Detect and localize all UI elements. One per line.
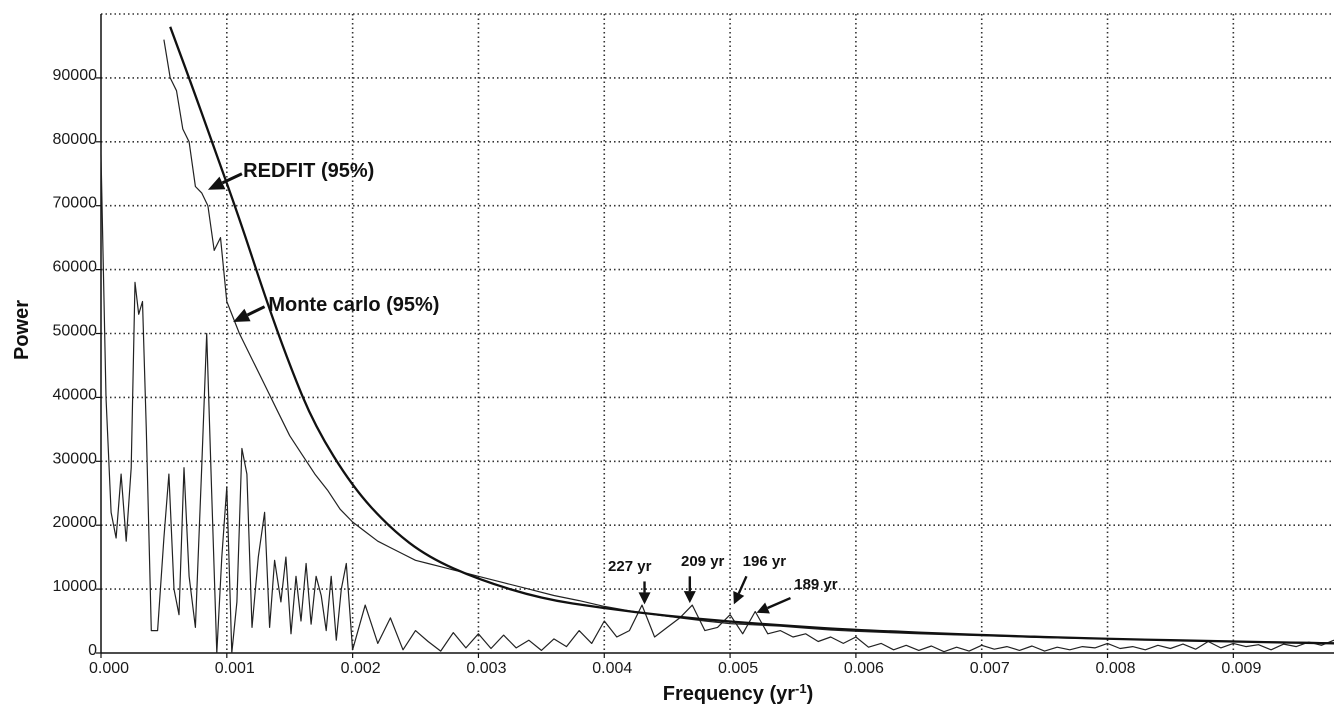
- x-tick-label: 0.007: [970, 660, 1010, 677]
- y-tick-label: 40000: [53, 386, 98, 403]
- redfit-curve: [169, 26, 1334, 645]
- annotation-arrow-monte_carlo: [246, 305, 266, 317]
- x-tick-label: 0.004: [592, 660, 632, 677]
- x-axis-label: Frequency (yr-1): [663, 681, 814, 705]
- annotation-arrowhead-monte_carlo: [233, 308, 251, 322]
- annotation-label-monte_carlo: Monte carlo (95%): [268, 294, 439, 316]
- annotation-label-p209: 209 yr: [681, 553, 725, 570]
- y-tick-label: 80000: [53, 131, 98, 148]
- y-tick-label: 50000: [53, 323, 98, 340]
- annotation-label-p189: 189 yr: [794, 576, 838, 593]
- annotation-arrowhead-p209: [683, 591, 696, 604]
- annotation-label-p196: 196 yr: [743, 553, 787, 570]
- annotations: REDFIT (95%) Monte carlo (95%) 227 yr 209 y…: [207, 160, 838, 614]
- y-tick-label: 0: [88, 642, 97, 659]
- x-tick-label: 0.009: [1221, 660, 1261, 677]
- annotation-arrowhead-p189: [756, 602, 770, 614]
- series-lines: [100, 26, 1334, 654]
- spectrum-line: [100, 154, 1334, 654]
- x-axis-label-superscript: -1: [795, 681, 807, 696]
- annotation-arrow-p189: [767, 596, 791, 610]
- x-tick-label: 0.006: [844, 660, 884, 677]
- y-tick-label: 70000: [53, 195, 98, 212]
- monte_carlo-line: [163, 39, 1334, 644]
- annotation-label-p227: 227 yr: [608, 558, 652, 575]
- y-tick-label: 20000: [53, 514, 98, 531]
- y-tick-label: 90000: [53, 67, 98, 84]
- x-tick-label: 0.000: [89, 660, 129, 677]
- annotation-arrowhead-p227: [638, 592, 651, 605]
- grid-lines: [101, 13, 1334, 653]
- axes: [96, 14, 1334, 658]
- x-tick-label: 0.002: [341, 660, 381, 677]
- tick-labels: 0.000 0.001 0.002 0.003 0.004 0.005 0.006 0.007…: [53, 67, 1262, 677]
- annotation-label-redfit: REDFIT (95%): [243, 160, 374, 182]
- annotation-arrow-p196: [737, 575, 748, 594]
- x-tick-label: 0.008: [1096, 660, 1136, 677]
- y-axis-label: Power: [11, 300, 33, 360]
- annotation-arrowhead-redfit: [207, 176, 226, 190]
- y-tick-label: 10000: [53, 578, 98, 595]
- annotation-arrowhead-p196: [733, 591, 745, 605]
- annotation-arrow-redfit: [221, 172, 243, 185]
- y-tick-label: 60000: [53, 259, 98, 276]
- x-tick-label: 0.003: [466, 660, 506, 677]
- x-tick-label: 0.001: [215, 660, 255, 677]
- x-tick-label: 0.005: [718, 660, 758, 677]
- y-tick-label: 30000: [53, 450, 98, 467]
